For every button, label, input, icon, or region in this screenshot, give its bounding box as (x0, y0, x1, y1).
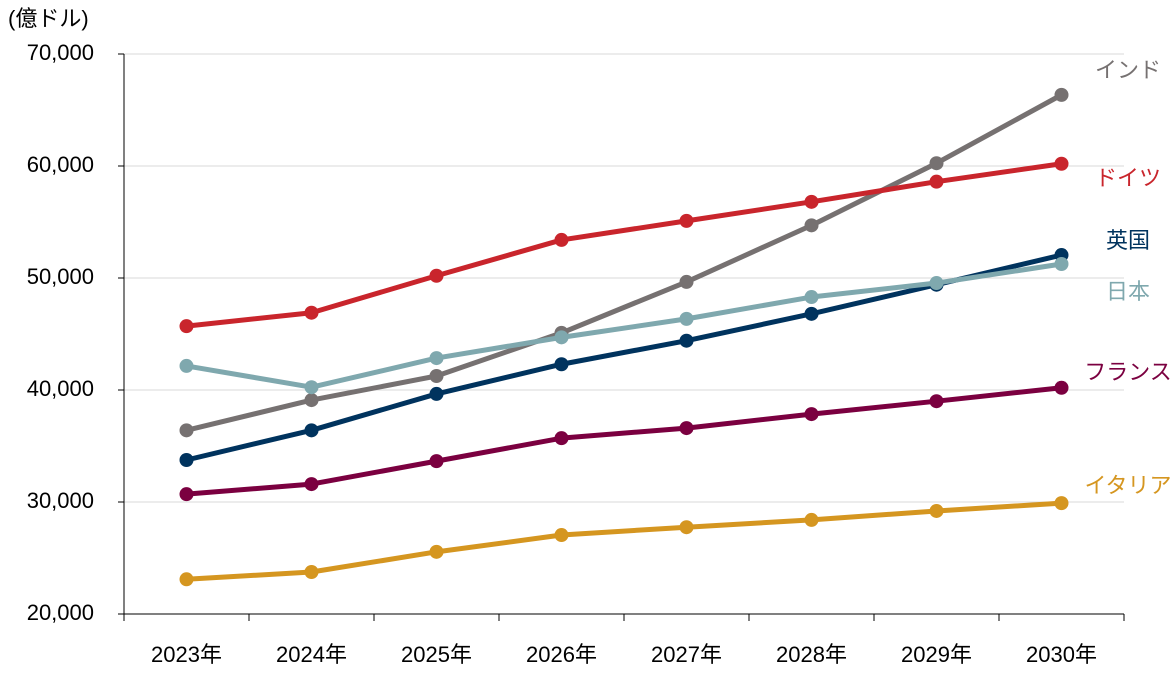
data-point (1054, 380, 1069, 395)
series-line (186, 161, 1062, 329)
data-point (679, 311, 694, 326)
x-tick-label: 2025年 (401, 642, 472, 667)
data-point (179, 572, 194, 587)
data-point (304, 393, 319, 408)
data-point (1054, 87, 1069, 102)
data-point (929, 276, 944, 291)
data-point (679, 213, 694, 228)
y-axis-label: (億ドル) (8, 6, 89, 31)
data-point (179, 453, 194, 467)
data-point (804, 290, 819, 305)
data-point (304, 305, 319, 320)
data-point (929, 503, 944, 518)
x-tick-label: 2029年 (901, 642, 972, 667)
data-point (804, 512, 819, 527)
series-line (185, 252, 1063, 463)
series-label: ドイツ (1095, 166, 1161, 191)
data-point (554, 431, 569, 446)
data-point (804, 306, 819, 321)
data-point (179, 423, 194, 438)
data-point (304, 477, 319, 492)
data-point (679, 520, 694, 535)
series-line (186, 500, 1062, 582)
y-tick-label: 20,000 (27, 600, 94, 625)
series-line (185, 92, 1063, 433)
data-point (1054, 257, 1069, 271)
data-point (304, 565, 319, 579)
data-point (679, 421, 694, 436)
series-label: 日本 (1106, 279, 1150, 304)
data-point (554, 232, 569, 247)
series-label: イタリア (1084, 473, 1171, 498)
series-label: 英国 (1106, 228, 1150, 253)
series-line (186, 261, 1062, 390)
data-point (429, 268, 444, 283)
data-point (679, 274, 694, 289)
data-point (179, 487, 194, 502)
x-tick-label: 2023年 (151, 642, 222, 667)
data-point (929, 156, 944, 171)
series-label: フランス (1084, 360, 1172, 385)
data-point (804, 218, 819, 233)
data-point (304, 423, 319, 438)
data-point (1054, 496, 1069, 511)
x-tick-label: 2027年 (651, 642, 722, 667)
data-point (429, 386, 444, 401)
x-tick-label: 2024年 (276, 642, 347, 667)
x-tick-label: 2026年 (526, 642, 597, 667)
data-point (804, 194, 819, 209)
data-point (429, 454, 444, 469)
y-tick-label: 30,000 (27, 488, 94, 513)
series-label: インド (1095, 58, 1161, 83)
x-tick-label: 2028年 (776, 642, 847, 667)
data-point (804, 407, 819, 422)
data-point (679, 333, 694, 348)
data-point (554, 357, 569, 372)
series-line (186, 385, 1062, 497)
data-point (429, 544, 444, 559)
data-point (179, 319, 194, 334)
data-point (929, 174, 944, 189)
x-tick-label: 2030年 (1026, 642, 1097, 667)
data-point (1054, 156, 1069, 171)
y-tick-label: 40,000 (27, 376, 94, 401)
y-tick-label: 60,000 (27, 152, 94, 177)
data-point (554, 330, 569, 345)
data-point (304, 380, 319, 395)
data-point (179, 358, 194, 373)
data-point (429, 369, 444, 383)
y-tick-label: 50,000 (27, 264, 94, 289)
data-point (554, 528, 569, 543)
data-point (929, 394, 944, 409)
y-tick-label: 70,000 (27, 40, 94, 65)
data-point (429, 351, 444, 366)
